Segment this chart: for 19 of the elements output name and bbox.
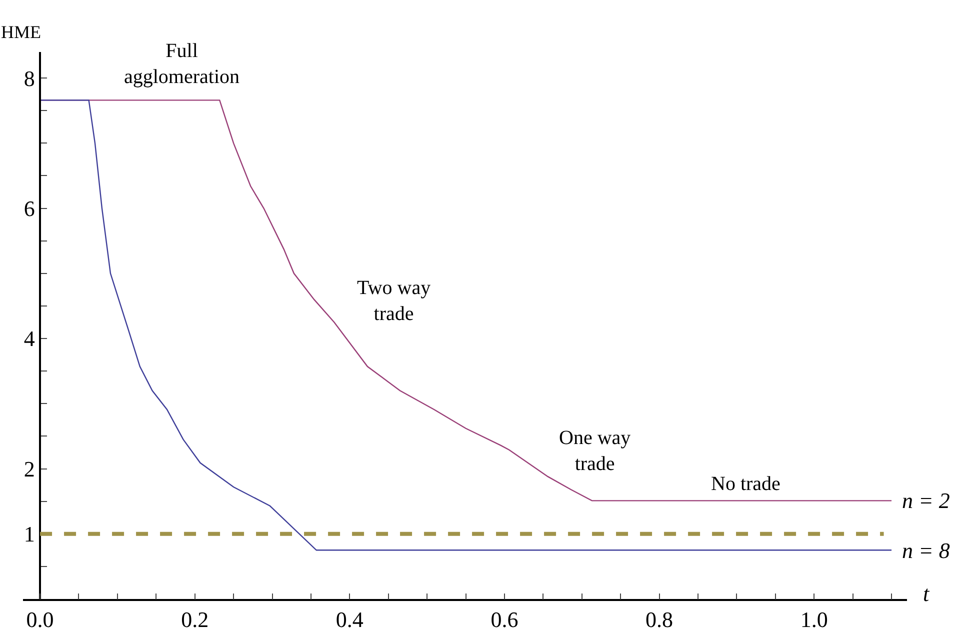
y-axis-title: HME bbox=[1, 22, 42, 42]
x-tick-label: 1.0 bbox=[800, 607, 828, 632]
x-tick-label: 0.8 bbox=[646, 607, 674, 632]
annotation: Full agglomeration bbox=[124, 40, 240, 88]
x-tick-label: 0.0 bbox=[26, 607, 54, 632]
y-tick-label: 1 bbox=[24, 522, 35, 547]
x-tick-label: 0.6 bbox=[490, 607, 518, 632]
y-tick-label: 4 bbox=[24, 326, 35, 352]
x-tick-label: 0.4 bbox=[336, 607, 364, 632]
series-label: n = 2 bbox=[902, 488, 950, 513]
y-tick-label: 8 bbox=[24, 66, 35, 91]
x-axis-title: t bbox=[923, 581, 930, 606]
y-tick-label: 2 bbox=[24, 456, 35, 482]
series-label: n = 8 bbox=[902, 538, 950, 563]
annotation: Two way trade bbox=[357, 277, 431, 325]
x-tick-label: 0.2 bbox=[181, 607, 209, 632]
annotation: No trade bbox=[711, 473, 781, 495]
y-tick-label: 6 bbox=[24, 196, 35, 221]
annotation: One way trade bbox=[559, 427, 631, 475]
